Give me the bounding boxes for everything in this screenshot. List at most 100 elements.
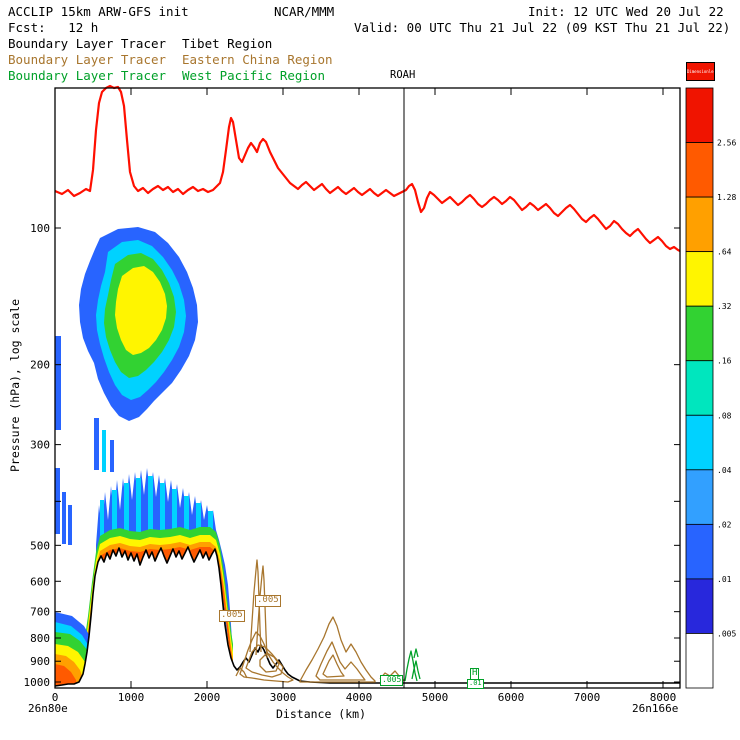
colorbar-level-label: .02 xyxy=(717,520,732,529)
west-pacific-contours xyxy=(404,648,421,682)
wp-contour xyxy=(413,648,419,659)
ec-contour-label: .005 xyxy=(219,610,245,622)
legend-echina-label: Boundary Layer Tracer xyxy=(8,52,167,67)
colorbar-level-label: .005 xyxy=(717,629,736,638)
colorbar-level-label: .04 xyxy=(717,466,732,475)
y-tick-label: 900 xyxy=(30,655,50,668)
y-tick-label: 600 xyxy=(30,575,50,588)
roah-label: ROAH xyxy=(390,69,416,81)
colorbar-segment xyxy=(685,305,714,362)
plot-frame xyxy=(54,87,681,689)
x-tick-label: 7000 xyxy=(574,691,601,704)
ec-contour-east-outer xyxy=(299,616,376,683)
convective-column xyxy=(136,478,141,558)
legend-wpacific-label: Boundary Layer Tracer xyxy=(8,68,167,83)
y-tick-label: 700 xyxy=(30,606,50,619)
section-start-label: 26n80e xyxy=(28,702,68,715)
convective-column xyxy=(172,489,177,559)
colorbar-segment xyxy=(685,523,714,580)
legend-tibet-region: Tibet Region xyxy=(182,36,273,51)
tibet-tracer-filled-field xyxy=(55,227,233,688)
upper-plume-core xyxy=(115,266,167,355)
tracer-fill-sliver xyxy=(62,492,66,544)
x-tick-label: 5000 xyxy=(422,691,449,704)
colorbar-level-label: .16 xyxy=(717,357,732,366)
tracer-fill-sliver xyxy=(68,505,72,545)
wp-contour-label: .005 xyxy=(380,675,404,686)
model-title: ACCLIP 15km ARW-GFS init xyxy=(8,4,189,19)
colorbar-level-label: .08 xyxy=(717,411,732,420)
colorbar-level-label: 2.56 xyxy=(717,139,736,148)
x-tick-label: 6000 xyxy=(498,691,525,704)
y-axis-title: Pressure (hPa), log scale xyxy=(8,298,22,472)
legend-wpacific-region: West Pacific Region xyxy=(182,68,325,83)
colorbar-segment xyxy=(685,87,714,143)
x-tick-label: 1000 xyxy=(118,691,145,704)
y-tick-label: 800 xyxy=(30,632,50,645)
x-tick-label: 3000 xyxy=(270,691,297,704)
convective-column xyxy=(184,496,189,558)
y-tick-label: 300 xyxy=(30,439,50,452)
x-tick-label: 4000 xyxy=(346,691,373,704)
plateau-band xyxy=(84,542,233,676)
eastern-china-contours xyxy=(235,559,405,683)
tropopause-red-line xyxy=(54,84,681,252)
convective-column xyxy=(160,483,165,558)
x-tick-label: 2000 xyxy=(194,691,221,704)
ec-contour-spike xyxy=(255,565,268,659)
y-tick-label: 500 xyxy=(30,539,50,552)
terrain-group xyxy=(54,546,680,688)
convective-column xyxy=(100,500,104,562)
wp-high-value: .01 xyxy=(467,679,484,689)
init-time: Init: 12 UTC Wed 20 Jul 22 xyxy=(528,4,724,19)
tracer-streak xyxy=(102,430,106,472)
forecast-hour: Fcst: 12 h xyxy=(8,20,99,35)
x-tick-label: 8000 xyxy=(650,691,677,704)
colorbar-segment xyxy=(685,633,714,689)
center-label: NCAR/MMM xyxy=(274,4,335,19)
tracer-streak xyxy=(94,418,99,470)
x-axis-title: Distance (km) xyxy=(276,707,367,721)
plateau-band xyxy=(84,535,233,676)
colorbar-segment xyxy=(685,196,714,253)
colorbar-level-label: .01 xyxy=(717,575,732,584)
convective-column xyxy=(124,483,129,557)
terrain-underground-mask xyxy=(55,547,680,688)
colorbar-level-label: 1.28 xyxy=(717,193,736,202)
colorbar-segment xyxy=(685,251,714,307)
colorbar-level-label: .32 xyxy=(717,302,732,311)
wp-contour xyxy=(404,650,418,682)
ec-contour-east-inner2 xyxy=(322,654,345,678)
colorbar-segment xyxy=(685,142,714,198)
convective-column xyxy=(112,490,117,558)
axis-ticks: 0 1000 2000 3000 4000 5000 6000 7000 80001002003… xyxy=(24,88,680,704)
colorbar-segment xyxy=(685,414,714,471)
legend-echina-region: Eastern China Region xyxy=(182,52,333,67)
section-end-label: 26n166e xyxy=(632,702,679,715)
tracer-fill-sliver xyxy=(55,336,61,430)
convective-column xyxy=(148,476,153,558)
ec-contour-small xyxy=(235,667,248,679)
colorbar: 2.56 1.28 .64 .32 .16 .08 .04 .02 .01 .005 xyxy=(685,87,736,689)
y-tick-label: 100 xyxy=(30,222,50,235)
terrain-line xyxy=(54,546,680,687)
ec-contour-outer xyxy=(239,631,294,683)
colorbar-level-label: .64 xyxy=(717,248,732,257)
colorbar-segment xyxy=(685,360,714,416)
ec-contour-east-inner xyxy=(315,641,366,681)
y-tick-label: 200 xyxy=(30,359,50,372)
tracer-streak xyxy=(110,440,114,472)
valid-time: Valid: 00 UTC Thu 21 Jul 22 (09 KST Thu … xyxy=(354,20,731,35)
ec-contour-spike xyxy=(249,559,262,653)
colorbar-units-label: Dimensionless xyxy=(686,62,715,81)
wp-contour xyxy=(411,660,421,680)
ec-contour-label: .005 xyxy=(255,595,281,607)
y-tick-label: 1000 xyxy=(24,676,51,689)
legend-tibet-label: Boundary Layer Tracer xyxy=(8,36,167,51)
colorbar-segment xyxy=(685,469,714,525)
colorbar-segment xyxy=(685,578,714,634)
ec-contour-loop xyxy=(245,644,284,678)
x-tick-label: 0 xyxy=(52,691,59,704)
